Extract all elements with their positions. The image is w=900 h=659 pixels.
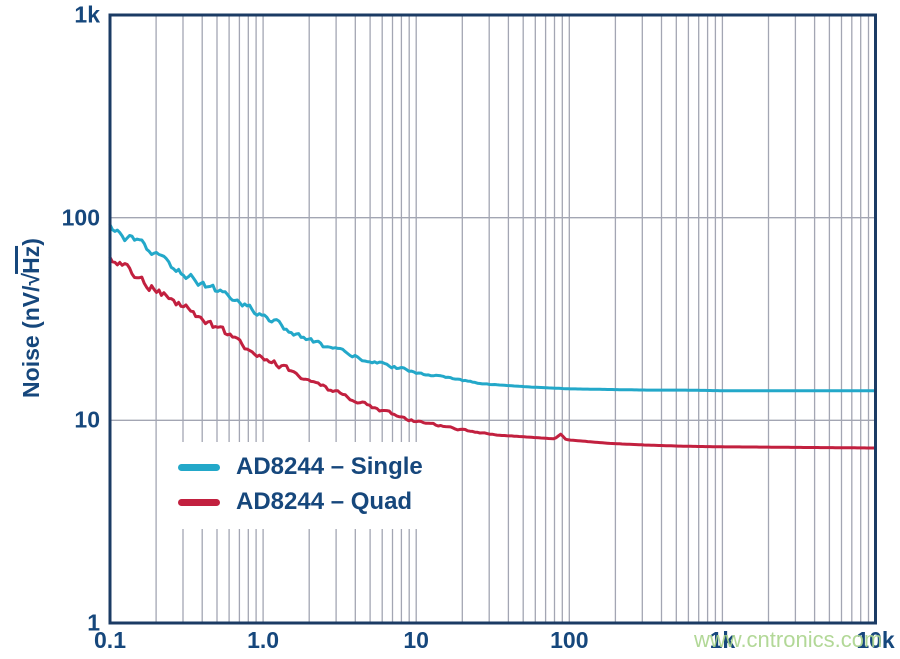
y-axis-label-suffix: ): [18, 238, 44, 246]
legend-label-quad: AD8244 – Quad: [236, 488, 413, 515]
curve-ad8244-single: [108, 223, 876, 393]
y-axis-label: Noise (nV/√Hz): [15, 238, 45, 398]
y-tick-label: 100: [61, 204, 100, 231]
watermark: www.cntronics.com: [694, 627, 883, 652]
single-series-swatch: [178, 463, 220, 471]
curve-ad8244-quad: [108, 255, 876, 450]
legend-item-single: AD8244 – Single: [178, 452, 423, 482]
y-tick-label: 1: [87, 609, 100, 636]
x-tick-label: 10k: [856, 627, 895, 653]
x-tick-label: 1k: [709, 627, 736, 653]
x-tick-label: 1.0: [247, 627, 280, 653]
y-tick-label: 1k: [74, 1, 100, 28]
y-tick-label: 10: [74, 406, 100, 433]
plot-border: [108, 13, 877, 625]
x-tick-label: 10: [403, 627, 429, 653]
legend-item-quad: AD8244 – Quad: [178, 487, 423, 517]
legend: AD8244 – Single AD8244 – Quad: [160, 442, 447, 529]
x-tick-label: 0.1: [94, 627, 126, 653]
legend-label-single: AD8244 – Single: [236, 453, 423, 480]
quad-series-swatch: [178, 498, 220, 506]
gridlines: [110, 15, 876, 623]
y-axis-label-radicand: Hz: [15, 245, 45, 274]
x-tick-label: 100: [550, 627, 589, 653]
sqrt-radical: √: [18, 272, 44, 286]
y-axis-label-prefix: Noise (nV/: [18, 285, 44, 398]
